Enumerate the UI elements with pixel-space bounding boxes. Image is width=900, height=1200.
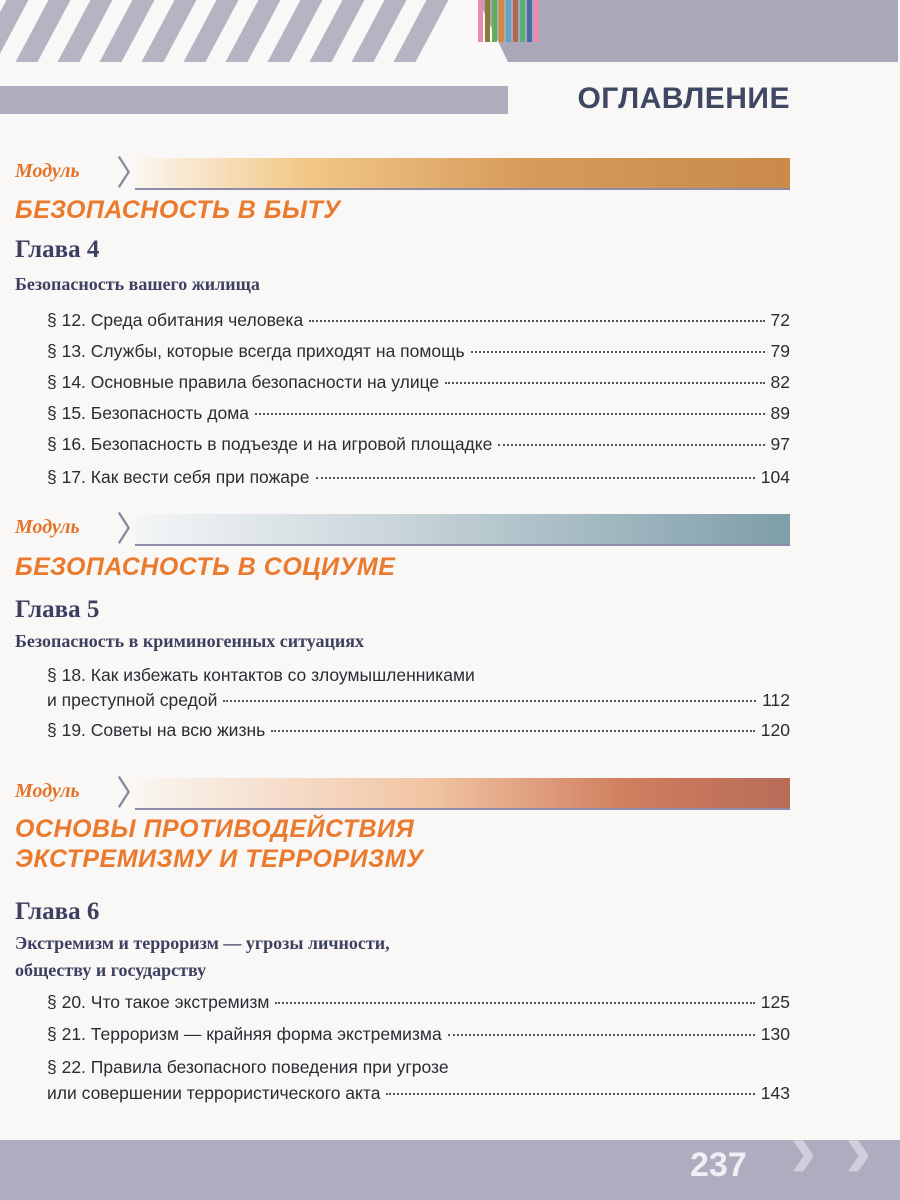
dot-leader <box>445 382 765 384</box>
toc-entry-page: 112 <box>762 690 790 710</box>
toc-entry[interactable]: § 20. Что такое экстремизм 125 <box>47 990 790 1014</box>
stripe-decoration <box>393 0 449 62</box>
color-bar <box>499 0 504 42</box>
chapter-title: Глава 6 <box>15 898 100 925</box>
toc-entry-page: 120 <box>760 720 790 740</box>
toc-entry[interactable]: § 17. Как вести себя при пожаре 104 <box>47 465 790 489</box>
chevron-right-icon: 〉 <box>116 155 150 193</box>
module-label: Модуль <box>15 780 80 802</box>
toc-entry-text: § 20. Что такое экстремизм <box>47 992 270 1012</box>
toc-entry-text: § 17. Как вести себя при пожаре <box>47 467 310 487</box>
toc-entry-text: § 19. Советы на всю жизнь <box>47 720 266 740</box>
dot-leader <box>498 444 765 446</box>
toc-entry[interactable]: § 12. Среда обитания человека 72 <box>47 308 790 332</box>
color-bar <box>506 0 511 42</box>
dot-leader <box>447 1034 755 1036</box>
toc-entry-page: 125 <box>760 992 790 1012</box>
module-title: БЕЗОПАСНОСТЬ В БЫТУ <box>15 196 341 224</box>
toc-entry-page: 104 <box>760 467 790 487</box>
chapter-subtitle: Безопасность в криминогенных ситуациях <box>15 631 365 651</box>
dot-leader <box>255 413 765 415</box>
dot-leader <box>275 1002 755 1004</box>
chapter-title: Глава 5 <box>15 596 100 623</box>
toc-entry-first-line: § 18. Как избежать контактов со злоумышл… <box>47 665 475 685</box>
toc-entry-text: § 12. Среда обитания человека <box>47 310 304 330</box>
toc-entry-page: 82 <box>770 372 790 392</box>
chapter-title: Глава 4 <box>15 236 100 263</box>
toc-entry-page: 97 <box>770 434 790 454</box>
toc-entry-page: 72 <box>770 310 790 330</box>
toc-entry-text: § 14. Основные правила безопасности на у… <box>47 372 440 392</box>
dot-leader <box>386 1093 755 1095</box>
chapter-subtitle: Безопасность вашего жилища <box>15 274 260 294</box>
toc-entry-text: или совершении террористического акта <box>47 1083 381 1103</box>
toc-entry-text: § 16. Безопасность в подъезде и на игров… <box>47 434 493 454</box>
dot-leader <box>470 351 765 353</box>
toc-entry-page: 89 <box>770 403 790 423</box>
module-title: БЕЗОПАСНОСТЬ В СОЦИУМЕ <box>15 553 396 581</box>
dot-leader <box>309 320 765 322</box>
module-banner <box>135 158 790 190</box>
toc-entry-first-line: § 22. Правила безопасного поведения при … <box>47 1057 449 1077</box>
toc-entry[interactable]: § 14. Основные правила безопасности на у… <box>47 370 790 394</box>
toc-entry-text: § 15. Безопасность дома <box>47 403 249 423</box>
chevron-right-icon: › <box>845 1105 872 1194</box>
toc-entry[interactable]: и преступной средой 112 <box>47 688 790 712</box>
color-bar <box>478 0 483 42</box>
toc-entry-page: 130 <box>760 1024 790 1044</box>
color-bars-decoration <box>478 0 539 42</box>
color-bar <box>485 0 490 42</box>
module-label: Модуль <box>15 160 80 182</box>
color-bar <box>527 0 532 42</box>
toc-entry[interactable]: § 15. Безопасность дома 89 <box>47 401 790 425</box>
color-bar <box>492 0 497 42</box>
title-bar-decoration <box>0 86 508 114</box>
toc-entry[interactable]: § 19. Советы на всю жизнь 120 <box>47 718 790 742</box>
chapter-subtitle: Экстремизм и терроризм — угрозы личности… <box>15 933 390 953</box>
toc-entry[interactable]: § 21. Терроризм — крайняя форма экстреми… <box>47 1022 790 1046</box>
chapter-subtitle: обществу и государству <box>15 960 207 980</box>
toc-entry[interactable]: или совершении террористического акта 143 <box>47 1081 790 1105</box>
module-label: Модуль <box>15 516 80 538</box>
footer-bar <box>0 1140 900 1200</box>
page-title: ОГЛАВЛЕНИЕ <box>577 82 790 115</box>
toc-entry-text: § 13. Службы, которые всегда приходят на… <box>47 341 465 361</box>
color-bar <box>534 0 539 42</box>
toc-entry-page: 143 <box>760 1083 790 1103</box>
module-banner <box>135 778 790 810</box>
chevron-right-icon: 〉 <box>116 511 150 549</box>
toc-entry[interactable]: § 13. Службы, которые всегда приходят на… <box>47 339 790 363</box>
toc-entry[interactable]: § 16. Безопасность в подъезде и на игров… <box>47 432 790 456</box>
module-title: ЭКСТРЕМИЗМУ И ТЕРРОРИЗМУ <box>15 845 424 873</box>
module-title: ОСНОВЫ ПРОТИВОДЕЙСТВИЯ <box>15 815 415 843</box>
dot-leader <box>315 477 755 479</box>
color-bar <box>513 0 518 42</box>
toc-entry-text: § 21. Терроризм — крайняя форма экстреми… <box>47 1024 442 1044</box>
color-bar <box>520 0 525 42</box>
dot-leader <box>271 730 755 732</box>
toc-entry-text: и преступной средой <box>47 690 218 710</box>
chevron-right-icon: 〉 <box>116 775 150 813</box>
dot-leader <box>223 700 757 702</box>
page-number: 237 <box>690 1146 747 1184</box>
header-band <box>478 0 898 62</box>
module-banner <box>135 514 790 546</box>
toc-entry-page: 79 <box>770 341 790 361</box>
chevron-right-icon: › <box>790 1105 817 1194</box>
